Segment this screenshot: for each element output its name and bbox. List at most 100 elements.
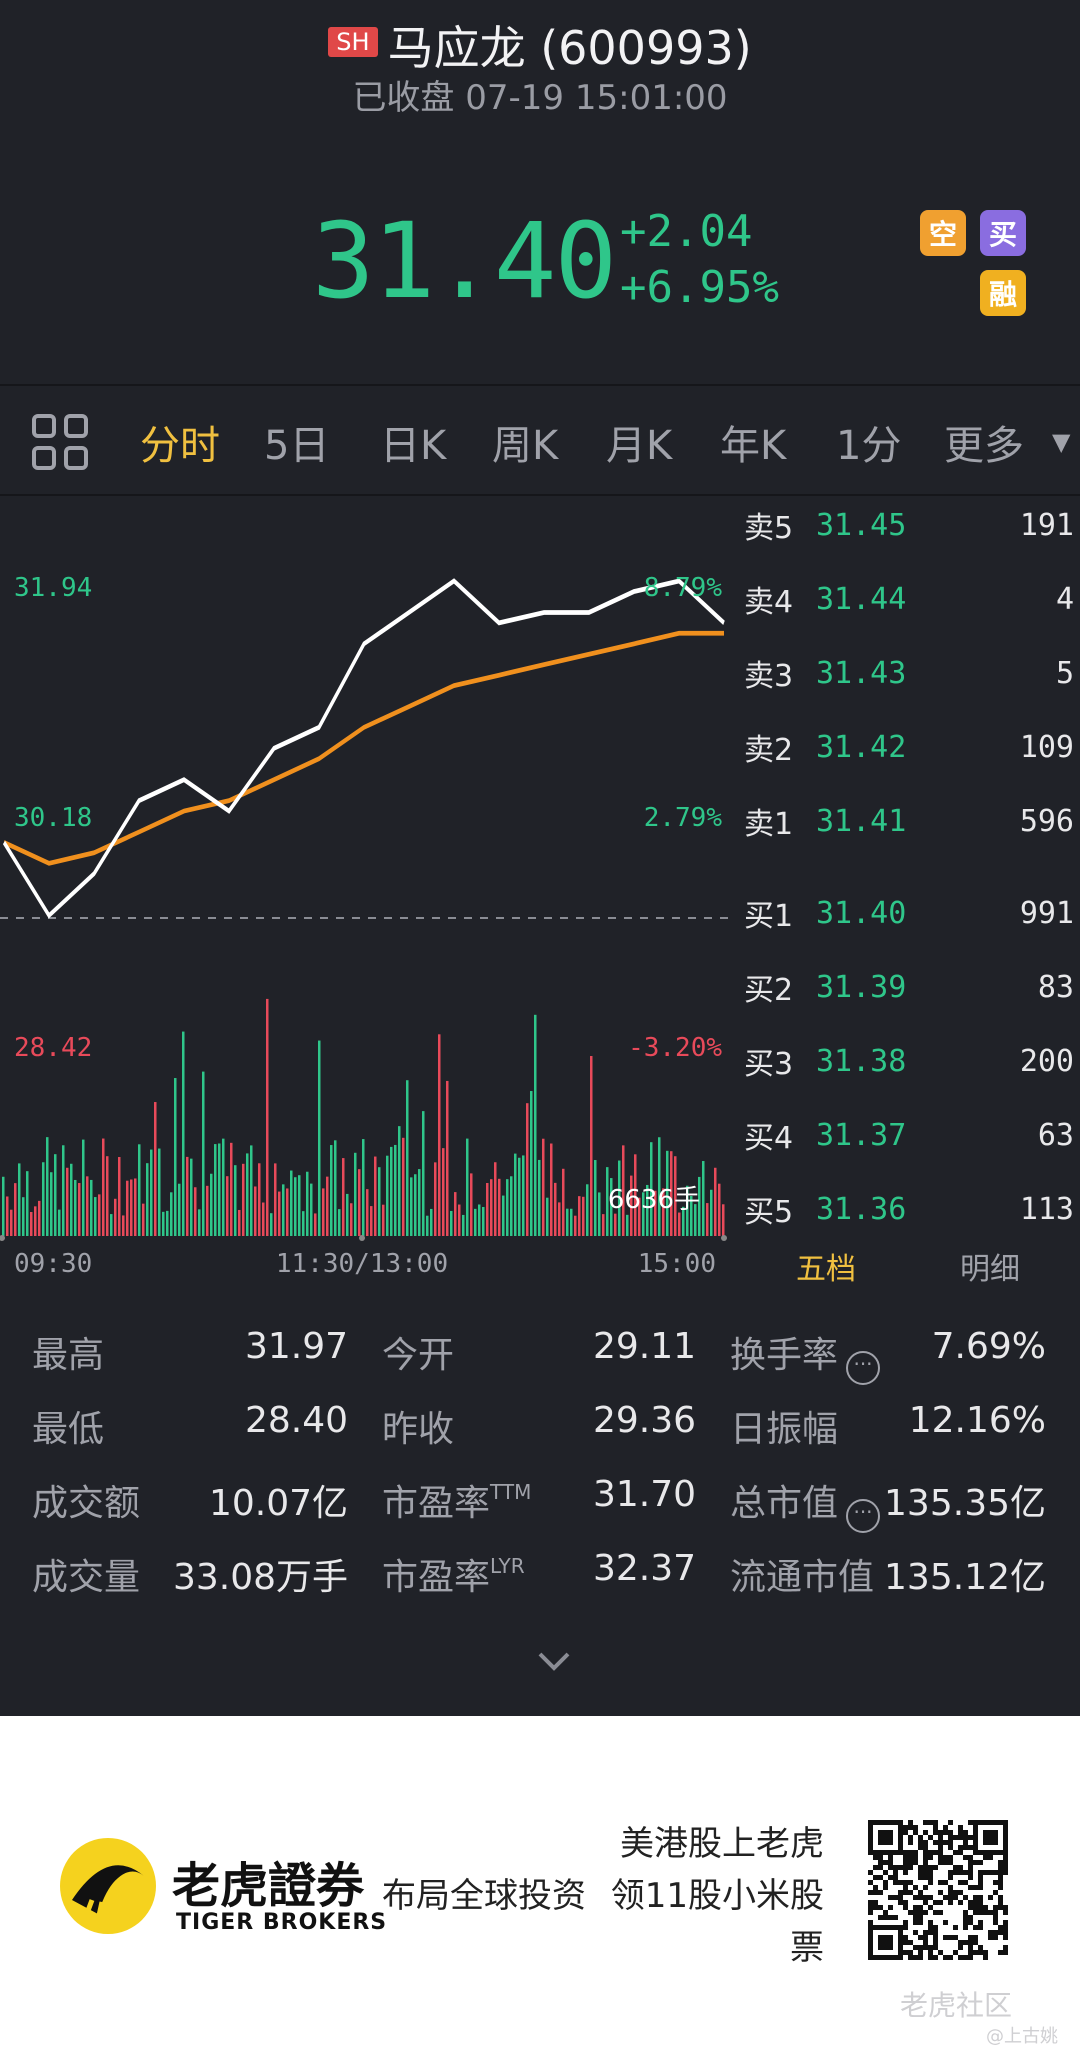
volume-bar bbox=[414, 1174, 417, 1236]
stat-float-mcap-value: 135.12亿 bbox=[884, 1557, 1046, 1598]
volume-bar bbox=[170, 1192, 173, 1236]
volume-bar bbox=[454, 1192, 457, 1236]
volume-bar bbox=[494, 1162, 497, 1236]
volume-bar bbox=[434, 1162, 437, 1236]
grid-layout-icon[interactable] bbox=[32, 414, 88, 470]
promo-line-1: 美港股上老虎 bbox=[620, 1824, 824, 1864]
bid-row-1: 买1 31.40 991 bbox=[744, 895, 1074, 935]
volume-bar bbox=[314, 1213, 317, 1236]
volume-bar bbox=[510, 1176, 513, 1236]
volume-bar bbox=[250, 1145, 253, 1236]
qr-code-icon bbox=[868, 1820, 1008, 1960]
volume-bar bbox=[230, 1142, 233, 1236]
volume-bar bbox=[150, 1149, 153, 1236]
volume-bar bbox=[282, 1184, 285, 1236]
tab-5day[interactable]: 5日 bbox=[264, 423, 330, 469]
volume-bar bbox=[242, 1163, 245, 1236]
stat-turnover-value: 7.69% bbox=[931, 1326, 1046, 1367]
volume-bar bbox=[302, 1211, 305, 1236]
volume-bar bbox=[218, 1143, 221, 1236]
volume-bar bbox=[470, 1173, 473, 1236]
volume-bar bbox=[514, 1153, 517, 1236]
volume-bar bbox=[154, 1102, 157, 1236]
volume-bar bbox=[602, 1214, 605, 1236]
volume-bar bbox=[70, 1163, 73, 1236]
volume-bar bbox=[198, 1209, 201, 1236]
volume-bar bbox=[466, 1138, 469, 1236]
volume-bar bbox=[702, 1161, 705, 1236]
bid-row-2: 买2 31.39 83 bbox=[744, 969, 1074, 1009]
stat-volume-value: 33.08万手 bbox=[172, 1557, 348, 1598]
volume-bar bbox=[202, 1071, 205, 1236]
volume-bar bbox=[62, 1145, 65, 1236]
volume-bar bbox=[718, 1183, 721, 1236]
stat-float-mcap-label: 流通市值 bbox=[730, 1557, 875, 1598]
volume-bar bbox=[274, 1163, 277, 1236]
volume-bar bbox=[690, 1195, 693, 1236]
promo-line-3: 票 bbox=[790, 1928, 824, 1968]
volume-bar bbox=[30, 1211, 33, 1236]
volume-bar bbox=[258, 1163, 261, 1236]
volume-bar bbox=[102, 1138, 105, 1236]
volume-bar bbox=[322, 1188, 325, 1236]
stat-volume-label: 成交量 bbox=[32, 1557, 141, 1598]
volume-bar bbox=[622, 1145, 625, 1236]
time-end-label: 15:00 bbox=[638, 1249, 716, 1276]
tab-monthly-k[interactable]: 月K bbox=[606, 423, 673, 469]
info-icon[interactable]: ··· bbox=[846, 1499, 881, 1533]
price-line bbox=[2, 578, 725, 919]
last-price: 31.40 bbox=[312, 200, 617, 322]
tab-intraday[interactable]: 分时 bbox=[140, 423, 220, 469]
volume-bar bbox=[518, 1157, 521, 1236]
volume-bar bbox=[106, 1156, 109, 1236]
tab-detail[interactable]: 明细 bbox=[960, 1252, 1020, 1287]
volume-bar bbox=[66, 1167, 69, 1236]
volume-bar bbox=[130, 1179, 133, 1236]
volume-bars bbox=[2, 998, 725, 1236]
volume-bar bbox=[542, 1138, 545, 1236]
buy-badge[interactable]: 买 bbox=[980, 210, 1026, 256]
volume-bar bbox=[394, 1144, 397, 1236]
volume-bar bbox=[526, 1103, 529, 1236]
brand-name-en: TIGER BROKERS bbox=[176, 1910, 388, 1935]
volume-bar bbox=[550, 1143, 553, 1236]
ask-row-3: 卖3 31.43 5 bbox=[744, 655, 1074, 695]
tab-1min[interactable]: 1分 bbox=[836, 423, 902, 469]
volume-bar bbox=[158, 1148, 161, 1236]
volume-bar bbox=[614, 1213, 617, 1236]
price-change-pct: +6.95% bbox=[620, 262, 779, 313]
volume-bar bbox=[134, 1178, 137, 1236]
price-low-label: 28.42 bbox=[14, 1033, 92, 1063]
volume-bar bbox=[294, 1177, 297, 1236]
volume-bar bbox=[10, 1209, 13, 1236]
volume-bar bbox=[390, 1146, 393, 1236]
volume-bar bbox=[650, 1142, 653, 1236]
chevron-down-icon[interactable]: ▼ bbox=[1052, 428, 1071, 456]
info-icon[interactable]: ··· bbox=[846, 1351, 881, 1385]
tab-yearly-k[interactable]: 年K bbox=[720, 423, 787, 469]
volume-bar bbox=[642, 1192, 645, 1236]
bid-row-4: 买4 31.37 63 bbox=[744, 1117, 1074, 1157]
tab-five-levels[interactable]: 五档 bbox=[796, 1252, 856, 1287]
volume-label: 6636手 bbox=[608, 1185, 700, 1215]
volume-bar bbox=[598, 1192, 601, 1236]
volume-bar bbox=[554, 1182, 557, 1236]
stat-amplitude-label: 日振幅 bbox=[730, 1409, 839, 1450]
volume-bar bbox=[386, 1155, 389, 1236]
margin-badge[interactable]: 融 bbox=[980, 270, 1026, 316]
tab-daily-k[interactable]: 日K bbox=[380, 423, 447, 469]
volume-bar bbox=[458, 1204, 461, 1236]
volume-bar bbox=[722, 1204, 725, 1236]
stat-low-label: 最低 bbox=[32, 1409, 105, 1450]
tab-weekly-k[interactable]: 周K bbox=[492, 423, 559, 469]
tab-more[interactable]: 更多 bbox=[944, 423, 1024, 469]
volume-bar bbox=[446, 1080, 449, 1236]
intraday-chart[interactable]: 31.94 30.18 28.42 8.79% 2.79% -3.20% 663… bbox=[0, 496, 730, 1276]
axis-dot bbox=[0, 1235, 5, 1241]
time-mid-label: 11:30/13:00 bbox=[276, 1249, 448, 1276]
stat-prev-close-label: 昨收 bbox=[382, 1409, 455, 1450]
volume-bar bbox=[634, 1154, 637, 1236]
stock-title: SH 马应龙 (600993) bbox=[0, 12, 1080, 78]
expand-chevron-icon[interactable] bbox=[536, 1650, 572, 1674]
short-sell-badge[interactable]: 空 bbox=[920, 210, 966, 256]
